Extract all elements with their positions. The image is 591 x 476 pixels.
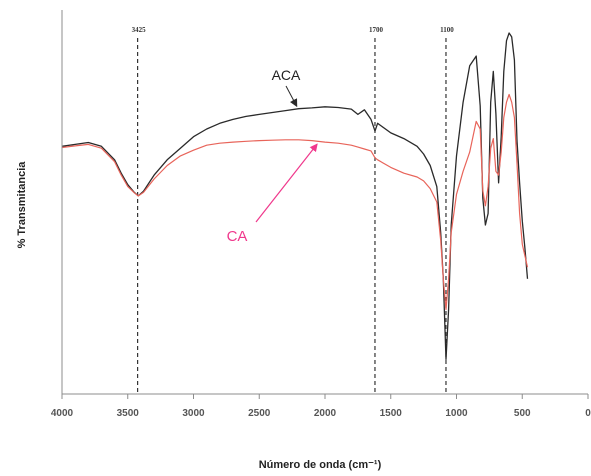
annotation-ca-label: CA: [227, 228, 248, 245]
annotation-ca-arrow: [255, 143, 318, 223]
y-axis-label: % Transmitancia: [16, 161, 28, 249]
series-layer: [61, 32, 529, 361]
x-tick-label: 2500: [248, 408, 271, 419]
x-tick-label: 3000: [182, 408, 205, 419]
x-axis-label: Número de onda (cm⁻¹): [259, 459, 382, 471]
series-line-ca: [61, 93, 529, 311]
peak-label-1100: 1100: [440, 26, 454, 34]
peak-label-1700: 1700: [369, 26, 384, 34]
annotation-aca-label: ACA: [272, 67, 301, 83]
x-tick-label: 3500: [117, 408, 140, 419]
annotations: ACA CA: [227, 67, 318, 245]
reference-lines: 3425 1700 1100: [132, 26, 454, 394]
peak-label-3425: 3425: [132, 26, 147, 34]
x-ticks: 4000 3500 3000 2500 2000 1500 1000 500 0: [51, 394, 591, 419]
x-tick-label: 0: [585, 408, 591, 419]
x-tick-label: 1500: [380, 408, 403, 419]
axes: [61, 10, 588, 395]
x-tick-label: 500: [514, 408, 531, 419]
x-tick-label: 1000: [445, 408, 468, 419]
x-tick-label: 4000: [51, 408, 74, 419]
x-tick-label: 2000: [314, 408, 337, 419]
annotation-aca-arrow: [285, 85, 298, 108]
